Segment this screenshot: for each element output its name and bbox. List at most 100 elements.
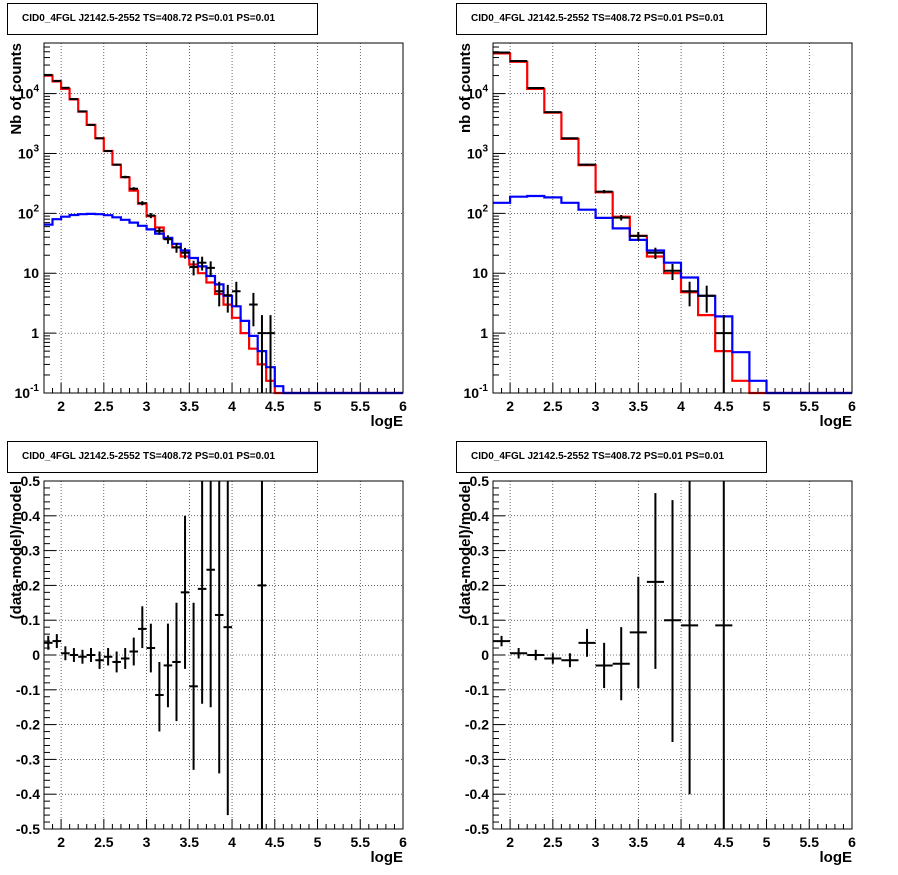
data-point [544,653,562,664]
y-tick-label: 0.4 [470,508,490,524]
data-point [138,606,147,649]
data-point [138,201,147,206]
x-tick-label: 4.5 [265,834,285,850]
panel-residuals-left: 2 2.5 3 3.5 4 4.5 5 5.5 6 -0.5 -0.4 -0.3 -0.2 -0.1 0 0.… [8,473,407,866]
data-point [663,263,682,281]
data-point [52,79,62,82]
data-point [715,315,733,393]
y-tick-label: -0.2 [465,717,489,733]
data-point [52,634,62,649]
data-point [103,648,113,666]
data-point [155,227,164,235]
data-points [44,481,267,829]
x-tick-label: 4 [677,834,685,850]
y-tick-label: -0.5 [465,821,489,837]
data-point [595,642,613,689]
data-point [698,285,716,313]
y-axis-title: nb of counts [457,43,474,133]
data-point [197,256,207,271]
data-point [44,73,53,76]
y-axis-title: (data-model)/model [8,481,25,619]
x-ticks [43,819,404,829]
data-point [69,648,79,662]
x-tick-label: 6 [848,834,856,850]
y-tick-label: 0 [32,647,40,663]
data-point [44,635,53,650]
y-tick-label: 10 [23,265,39,281]
data-point [544,111,562,114]
data-point [257,315,267,393]
y-tick-label: 0.5 [21,473,41,489]
total_model-histogram [493,52,852,395]
data-point [561,653,579,668]
data-point [257,481,267,829]
y-tick-label: 1 [31,325,39,341]
data-point [112,163,121,166]
data-point [214,481,224,774]
x-axis-title: logE [371,413,404,430]
y-tick-label: -0.1 [465,682,489,698]
y-tick-label: 0.2 [470,577,490,593]
data-points [493,51,733,393]
data-point [249,292,258,327]
panel-residuals-right: 2 2.5 3 3.5 4 4.5 5 5.5 6 -0.5 -0.4 -0.3 -0.2 -0.1 0 0.… [457,473,856,866]
x-axis-title: logE [820,413,853,430]
x-tick-label: 5 [314,398,322,414]
data-point [129,637,139,666]
data-point [95,137,104,140]
y-tick-label: 0.1 [21,612,41,628]
data-point [146,213,156,219]
data-point [155,661,164,732]
bkg_model-histogram [493,194,852,395]
y-tick-label: 10-1 [464,383,489,401]
data-point [78,649,87,664]
x-axis-title: logE [371,849,404,866]
y-tick-label: 0 [481,647,489,663]
data-point [232,281,241,307]
x-tick-label: 2.5 [94,398,114,414]
data-point [629,576,647,689]
x-tick-label: 3.5 [180,834,200,850]
x-tick-label: 2.5 [543,834,563,850]
data-point [197,481,207,704]
data-point [578,628,596,657]
data-point [120,175,130,179]
y-tick-label: -0.5 [16,821,40,837]
data-point [112,651,121,673]
y-tick-label: -0.3 [465,751,489,767]
data-point [61,86,70,89]
data-point [69,98,79,101]
x-tick-label: 5 [763,834,771,850]
data-point [86,648,96,662]
y-tick-label: -0.4 [465,786,489,802]
data-point [172,602,181,722]
data-point [146,623,156,673]
data-point [493,635,511,647]
y-tick-label: 10-1 [15,383,40,401]
y-tick-label: -0.4 [16,786,40,802]
y-tick-label: 1 [480,325,488,341]
data-point [129,187,139,191]
data-point [120,648,130,669]
data-point [578,163,596,166]
data-point [663,500,682,742]
x-tick-label: 4 [228,398,236,414]
y-ticks [44,480,56,830]
y-tick-label: 0.3 [470,543,490,559]
data-point [61,646,70,661]
data-point [78,110,87,113]
x-tick-label: 3.5 [629,834,649,850]
x-tick-label: 5 [314,834,322,850]
data-points [44,73,275,393]
x-tick-label: 3 [143,834,151,850]
x-tick-label: 2 [506,398,514,414]
x-tick-label: 2 [57,398,65,414]
x-tick-label: 5 [763,398,771,414]
data-point [172,242,181,253]
plot-frame [43,480,404,830]
y-tick-label: 103 [467,143,489,161]
data-point [180,247,190,259]
panel-title-residuals-right: CID0_4FGL J2142.5-2552 TS=408.72 PS=0.01… [456,441,767,473]
x-tick-label: 4 [228,834,236,850]
y-tick-label: 0.1 [470,612,490,628]
